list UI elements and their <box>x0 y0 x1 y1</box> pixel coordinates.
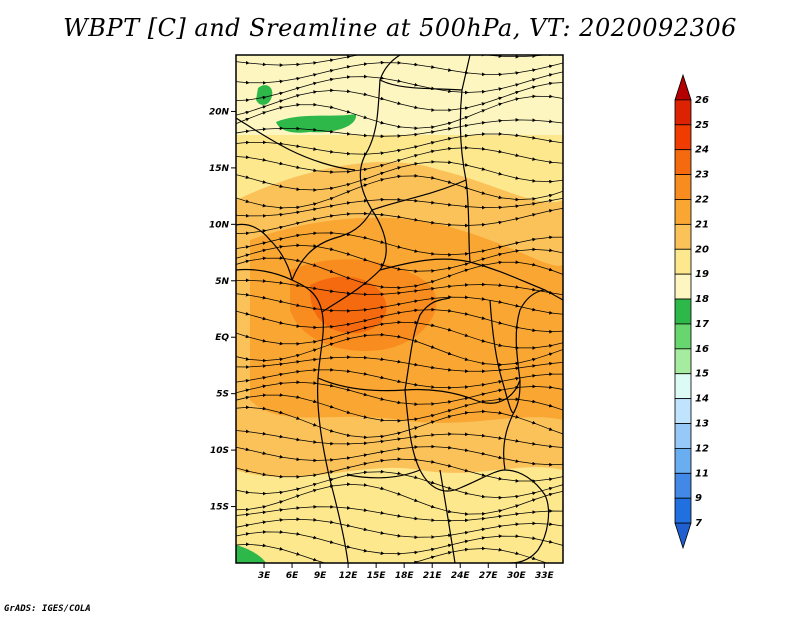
colorbar-top-arrow <box>674 73 692 101</box>
lat-tick-label: 15S <box>210 503 229 513</box>
colorbar-label: 15 <box>695 369 709 380</box>
colorbar-label: 26 <box>695 95 709 106</box>
lat-tick-label: 5S <box>216 390 229 400</box>
lat-tick-label: 15N <box>209 164 230 174</box>
colorbar-swatch <box>674 497 692 524</box>
streamline <box>236 504 563 523</box>
colorbar-swatch <box>674 149 692 175</box>
colorbar-label: 17 <box>695 319 709 330</box>
colorbar-label: 11 <box>695 468 709 479</box>
lat-tick-label: 10N <box>209 220 230 230</box>
streamline <box>236 429 563 449</box>
lon-tick-label: 6E <box>286 571 299 581</box>
colorbar-bottom-arrow <box>674 522 692 550</box>
lon-tick-label: 18E <box>395 571 415 581</box>
colorbar-label: 18 <box>695 294 709 305</box>
lat-tick-label: EQ <box>215 333 229 343</box>
lon-tick-label: 30E <box>507 571 527 581</box>
colorbar-swatch <box>674 174 692 200</box>
streamlines <box>236 55 563 563</box>
colorbar-label: 24 <box>695 145 709 156</box>
lat-tick-label: 5N <box>215 277 229 287</box>
colorbar-swatch <box>674 398 692 424</box>
map-title: WBPT [C] and Sreamline at 500hPa, VT: 20… <box>63 14 737 42</box>
colorbar-swatch <box>674 298 692 325</box>
map-frame <box>235 54 564 564</box>
country-borders <box>236 55 563 563</box>
colorbar-label: 19 <box>695 269 709 280</box>
colorbar-swatch <box>674 472 692 499</box>
colorbar-label: 9 <box>695 493 702 504</box>
colorbar-label: 21 <box>695 219 709 230</box>
colorbar-label: 25 <box>695 120 709 131</box>
colorbar-swatch <box>674 124 692 151</box>
colorbar-label: 23 <box>695 170 709 181</box>
lon-tick-label: 15E <box>367 571 387 581</box>
lon-tick-label: 33E <box>535 571 555 581</box>
colorbar-label: 14 <box>695 394 709 405</box>
colorbar-label: 7 <box>695 518 702 529</box>
lat-tick-label: 10S <box>210 446 229 456</box>
colorbar-swatch <box>674 423 692 449</box>
colorbar-swatch <box>674 448 692 474</box>
colorbar-swatch <box>674 348 692 375</box>
streamline <box>236 542 553 563</box>
colorbar-label: 13 <box>695 419 709 430</box>
lon-tick-label: 27E <box>479 571 499 581</box>
map-panel <box>236 55 563 563</box>
colorbar-swatch <box>674 373 692 400</box>
colorbar-swatch <box>674 248 692 275</box>
lon-tick-label: 12E <box>339 571 359 581</box>
streamline <box>236 207 563 236</box>
colorbar-label: 22 <box>695 194 709 205</box>
colorbar-swatch <box>674 273 692 300</box>
lon-tick-label: 9E <box>314 571 327 581</box>
latitude-axis: 20N 15N 10N 5N EQ 5S 10S 15S <box>209 107 236 513</box>
streamline <box>236 292 563 315</box>
colorbar-label: 20 <box>695 244 709 255</box>
lat-tick-label: 20N <box>209 107 230 117</box>
longitude-axis: 3E 6E 9E 12E 15E 18E 21E 24E 27E 30E 33E <box>258 563 555 581</box>
colorbar-swatch <box>674 223 692 250</box>
grads-credit: GrADS: IGES/COLA <box>4 604 91 614</box>
lon-tick-label: 21E <box>423 571 443 581</box>
lon-tick-label: 3E <box>258 571 271 581</box>
lon-tick-label: 24E <box>451 571 471 581</box>
colorbar-legend: 26 25 24 23 22 21 20 19 18 17 16 15 14 13 12 11 9 7 <box>674 73 709 550</box>
colorbar-label: 12 <box>695 443 709 454</box>
colorbar-swatch <box>674 323 692 350</box>
colorbar-swatch <box>674 99 692 126</box>
colorbar-label: 16 <box>695 344 709 355</box>
colorbar-swatch <box>674 199 692 225</box>
